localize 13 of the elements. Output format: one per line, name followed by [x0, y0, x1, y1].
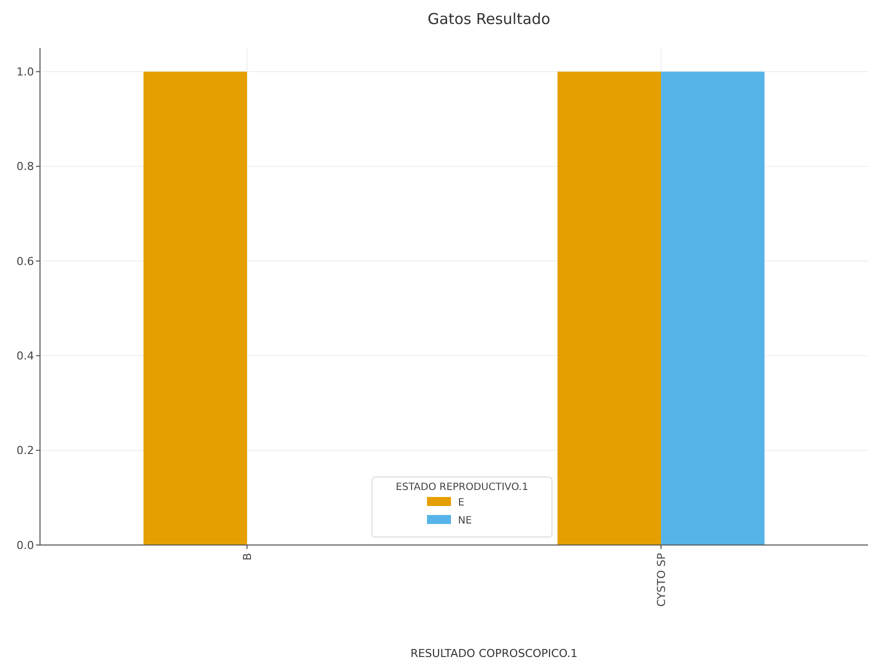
y-tick-label: 0.8 — [16, 160, 34, 174]
legend-label: E — [458, 498, 464, 508]
x-tick-label: B — [240, 553, 254, 561]
chart-title: Gatos Resultado — [428, 10, 550, 28]
y-tick-label: 0.4 — [16, 350, 34, 363]
y-tick-label: 0.2 — [16, 444, 34, 458]
legend-title: ESTADO REPRODUCTIVO.1 — [396, 482, 528, 493]
x-tick-label: CYSTO SP — [654, 552, 668, 607]
legend-label: NE — [458, 516, 472, 526]
y-tick-label: 1.0 — [16, 66, 34, 79]
x-axis-title: RESULTADO COPROSCOPICO.1 — [410, 647, 578, 660]
y-tick-label: 0.6 — [16, 254, 34, 268]
y-tick-label: 0.0 — [16, 538, 34, 552]
